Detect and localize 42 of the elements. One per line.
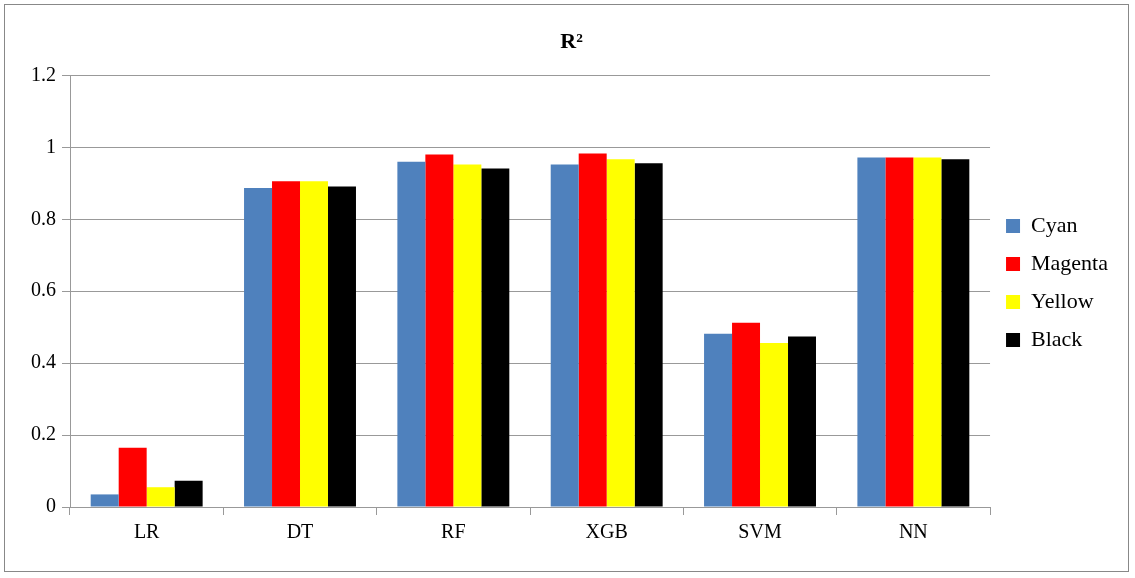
x-tick-label: RF xyxy=(441,520,466,543)
bar xyxy=(327,186,356,507)
bar xyxy=(857,157,886,507)
chart-title: R² xyxy=(560,27,584,53)
y-tick-label: 0 xyxy=(46,494,56,517)
bar xyxy=(634,163,663,507)
bar xyxy=(550,164,579,507)
y-tick-label: 0.4 xyxy=(31,350,56,373)
legend-label: Cyan xyxy=(1031,211,1078,237)
bar xyxy=(146,487,175,507)
bar xyxy=(174,480,203,507)
x-tick-label: XGB xyxy=(585,520,628,543)
bar xyxy=(760,342,789,507)
bar xyxy=(913,157,942,507)
legend-label: Yellow xyxy=(1031,287,1094,313)
x-tick-label: SVM xyxy=(738,520,782,543)
x-tick-label: LR xyxy=(133,520,161,543)
bar xyxy=(300,181,328,507)
legend-label: Magenta xyxy=(1031,249,1109,275)
bar xyxy=(244,187,273,507)
legend-label: Black xyxy=(1031,325,1083,351)
bar xyxy=(578,153,607,507)
bar xyxy=(90,494,119,507)
bar xyxy=(941,159,970,507)
y-tick-label: 0.2 xyxy=(31,422,56,445)
bar xyxy=(732,322,761,507)
bar xyxy=(788,336,816,507)
y-tick-label: 0.6 xyxy=(31,278,56,301)
x-tick-label: NN xyxy=(898,520,928,543)
bar xyxy=(606,159,635,507)
bar xyxy=(704,333,733,507)
y-tick-label: 0.8 xyxy=(31,206,56,229)
y-tick-label: 1.2 xyxy=(31,62,56,85)
bar xyxy=(453,164,482,507)
bar xyxy=(272,181,301,507)
bar xyxy=(425,154,454,507)
y-tick-label: 1 xyxy=(46,134,56,157)
x-tick-label: DT xyxy=(286,520,314,543)
bar xyxy=(885,157,914,507)
bar xyxy=(397,161,426,507)
bar xyxy=(481,168,510,507)
bar xyxy=(118,447,147,507)
